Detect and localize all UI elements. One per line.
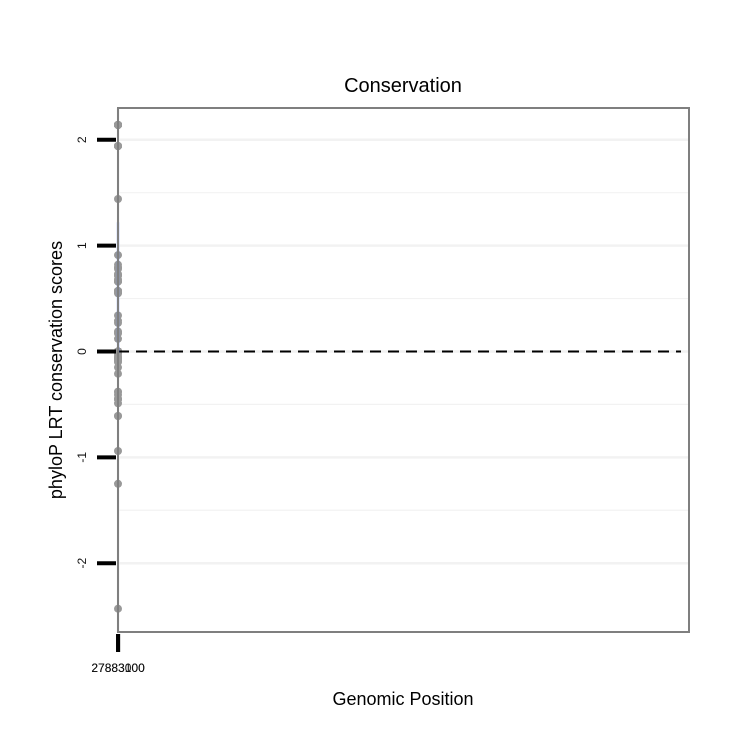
y-tick-label: 1 xyxy=(75,242,89,249)
plot-frame xyxy=(117,107,690,633)
y-tick-label: -1 xyxy=(75,452,89,463)
x-axis-label: Genomic Position xyxy=(332,689,473,709)
y-axis: 2 1 0 -1 -2 xyxy=(75,136,116,569)
y-tick-label: -2 xyxy=(75,558,89,569)
x-tick-label: 27883000 xyxy=(91,661,145,675)
y-tick-label: 0 xyxy=(75,348,89,355)
x-tick-label: 27883100 xyxy=(91,661,145,675)
y-tick-label: 2 xyxy=(75,136,89,143)
y-axis-label: phyloP LRT conservation scores xyxy=(46,241,66,499)
plot-panel xyxy=(118,108,689,632)
chart-title: Conservation xyxy=(344,75,462,97)
